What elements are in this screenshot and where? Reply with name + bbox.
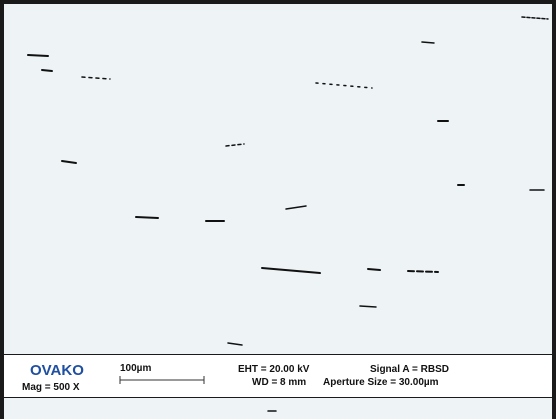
working-distance: WD = 8 mm — [252, 377, 306, 388]
signal: Signal A = RBSD — [370, 364, 449, 375]
info-bar — [4, 355, 552, 397]
inclusion — [360, 306, 376, 307]
aperture: Aperture Size = 30.00µm — [323, 377, 439, 388]
micrograph-screenshot: OVAKO Mag = 500 X 100µm EHT = 20.00 kV W… — [0, 0, 556, 419]
image-area — [4, 4, 552, 354]
eht: EHT = 20.00 kV — [238, 364, 310, 375]
magnification: Mag = 500 X — [22, 382, 80, 393]
image-area-lower — [4, 398, 552, 419]
inclusion — [28, 55, 48, 56]
inclusion — [368, 269, 380, 270]
logo: OVAKO — [30, 362, 84, 379]
inclusion — [422, 42, 434, 43]
scale-bar-label: 100µm — [120, 363, 151, 374]
inclusion — [136, 217, 158, 218]
micrograph: OVAKO Mag = 500 X 100µm EHT = 20.00 kV W… — [0, 0, 556, 419]
inclusion — [42, 70, 52, 71]
